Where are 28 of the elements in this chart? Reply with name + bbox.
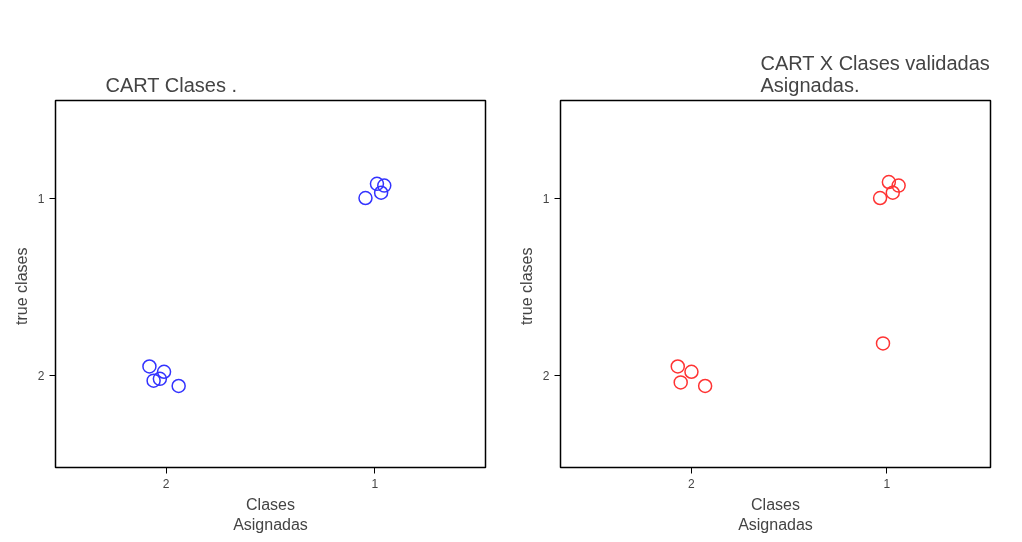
point <box>697 378 713 394</box>
point <box>875 336 891 351</box>
chart-title: CART X Clases validadas Asignadas. <box>760 51 990 96</box>
point <box>670 359 686 374</box>
point <box>881 174 897 190</box>
point <box>152 371 168 387</box>
x-tick-label: 2 <box>162 476 170 491</box>
x-tick-label: 1 <box>883 476 891 491</box>
point <box>171 378 186 394</box>
x-tick-label: 1 <box>371 476 379 491</box>
point <box>673 375 688 390</box>
x-axis-title: Clases Asignadas <box>233 495 308 533</box>
x-axis-title: Clases Asignadas <box>738 495 813 533</box>
point <box>377 178 392 193</box>
y-axis-title: true clases <box>12 247 30 325</box>
y-axis-title: true clases <box>517 247 535 325</box>
point <box>872 190 888 206</box>
point <box>358 190 373 206</box>
point <box>885 185 901 200</box>
point <box>684 364 699 379</box>
point <box>369 176 385 192</box>
point <box>146 373 161 388</box>
point <box>142 359 157 374</box>
point <box>156 364 172 379</box>
point <box>373 185 389 200</box>
x-tick-label: 2 <box>688 476 696 491</box>
point <box>891 178 906 193</box>
chart-title: CART Clases . <box>105 73 238 96</box>
